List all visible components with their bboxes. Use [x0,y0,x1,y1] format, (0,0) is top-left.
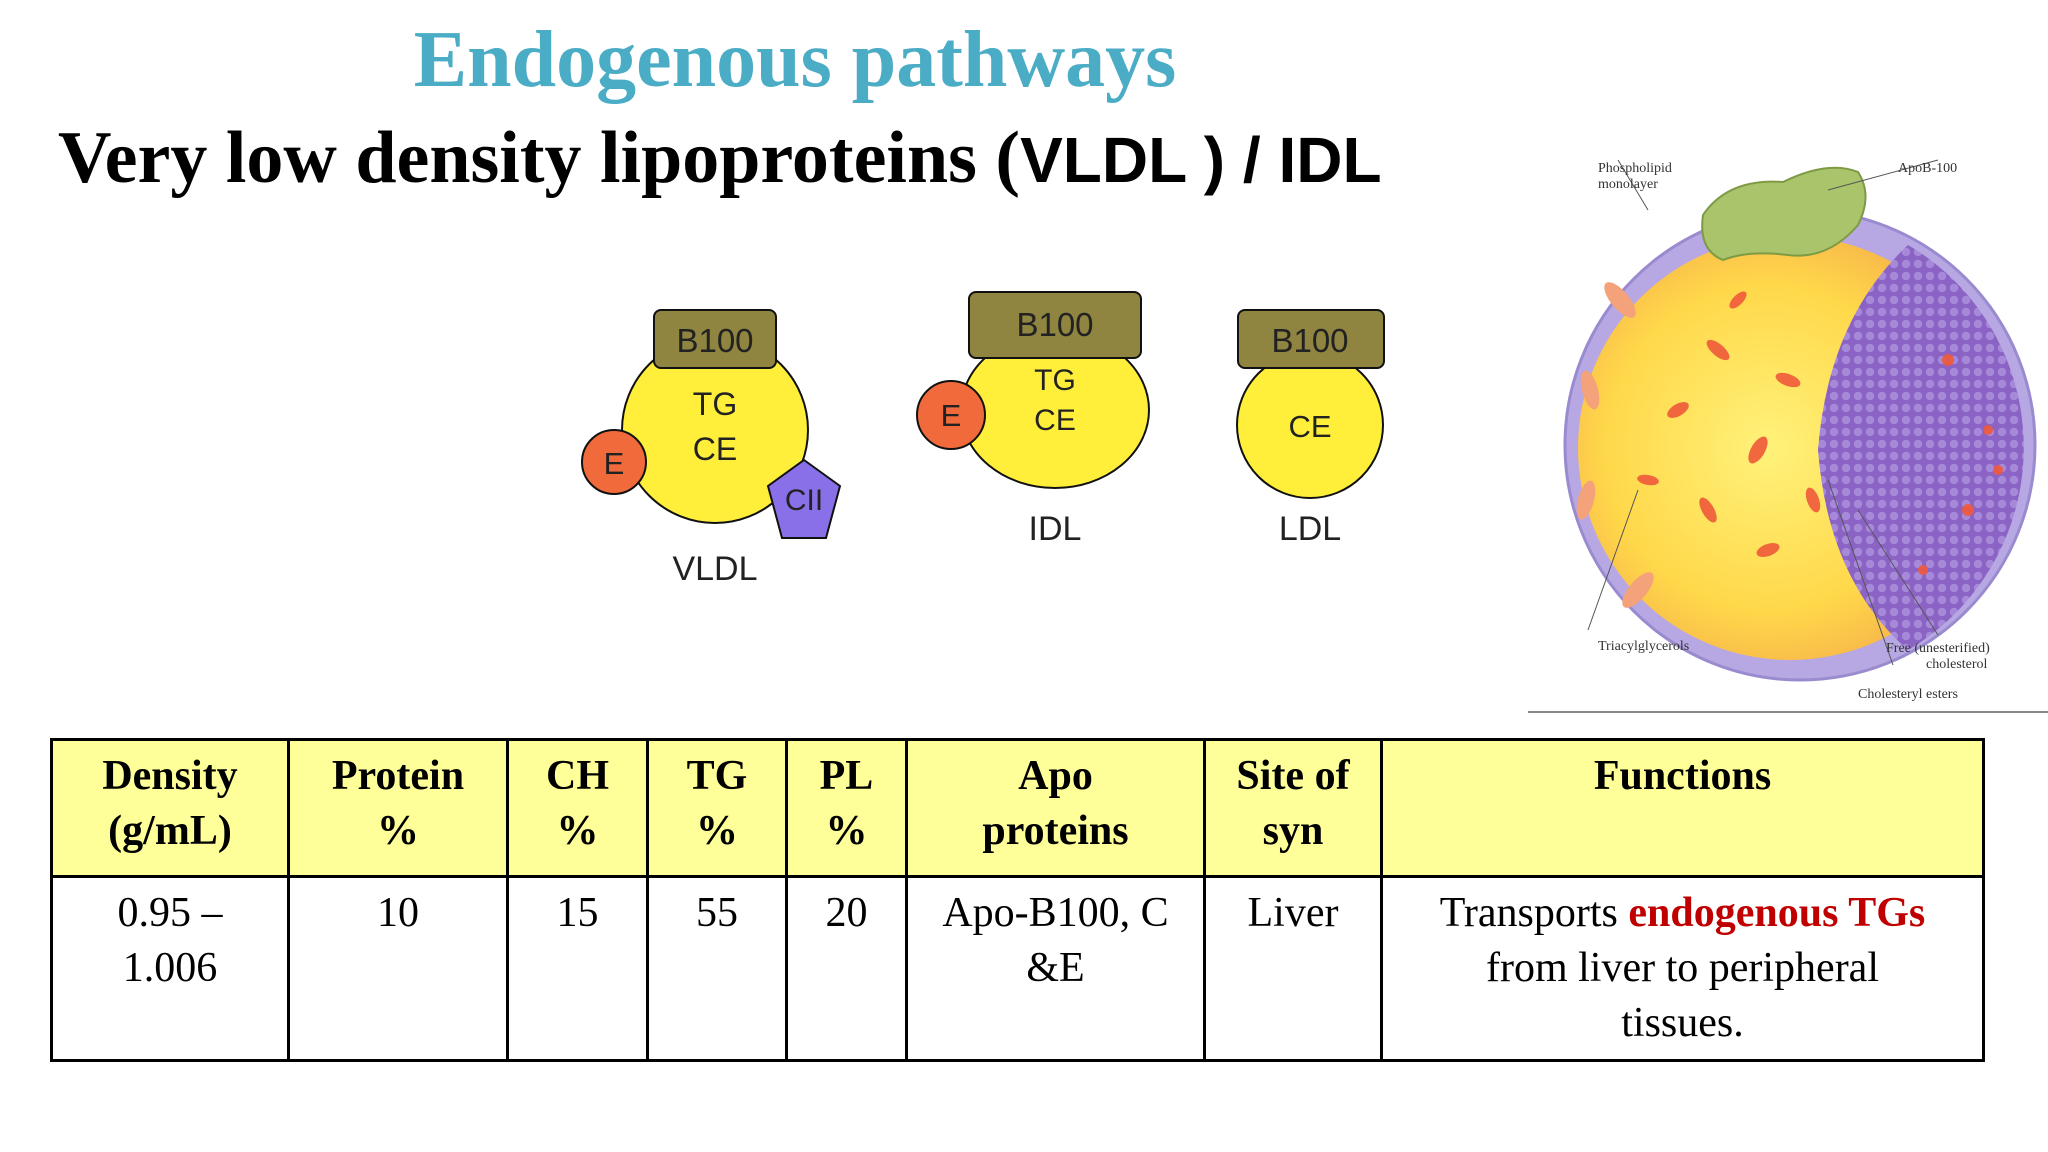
vldl-properties-table: Density (g/mL) Protein% CH% TG% PL% Apo pr… [50,738,1985,1062]
cell-protein: 10 [287,875,509,1062]
idl-name: IDL [1029,510,1082,548]
lipoprotein-diagram: B100 TG CE E CII VLDL B100 TG CE E IDL B… [581,291,1385,588]
label-free: Free (unesterified) [1886,641,1990,656]
cell-tg: 55 [646,875,788,1062]
cell-apo-proteins: Apo-B100, C &E [905,875,1206,1062]
label-monolayer: monolayer [1598,177,1658,192]
vldl-cii-label: CII [785,484,823,517]
cell-ch: 15 [506,875,649,1062]
header-protein: Protein% [287,738,509,878]
cell-density: 0.95 –1.006 [50,875,290,1062]
header-tg: TG% [646,738,788,878]
label-triacylglycerols: Triacylglycerols [1598,639,1689,654]
vldl-core-ce: CE [693,431,737,467]
highlight-endogenous-tgs: endogenous TGs [1628,890,1926,936]
idl-particle: B100 TG CE E IDL [916,291,1150,548]
idl-core-ce: CE [1034,404,1076,437]
vldl-core-tg: TG [693,386,737,422]
ldl-particle: B100 CE LDL [1236,309,1385,548]
label-cholesterol: cholesterol [1926,657,1988,672]
vldl-name: VLDL [672,550,757,588]
table-header-row: Density (g/mL) Protein% CH% TG% PL% Apo pr… [50,738,1985,878]
idl-b100-label: B100 [1016,306,1093,343]
cell-site: Liver [1203,875,1383,1062]
slide-title: Endogenous pathways [413,16,1177,104]
header-functions: Functions [1380,738,1985,878]
header-pl: PL% [785,738,908,878]
ldl-b100-label: B100 [1271,322,1348,359]
table-row: 0.95 –1.006 10 15 55 20 Apo-B100, C &E Li… [50,875,1985,1062]
ldl-name: LDL [1279,510,1341,548]
cell-functions: Transports endogenous TGs from liver to p… [1380,875,1985,1062]
label-phospholipid: Phospholipid [1598,161,1672,176]
idl-core-tg: TG [1034,364,1076,397]
vldl-particle: B100 TG CE E CII VLDL [581,309,842,588]
idl-e-label: E [941,398,962,433]
header-site-of-syn: Site of syn [1203,738,1383,878]
label-cholesteryl-esters: Cholesteryl esters [1858,687,1958,702]
vldl-e-label: E [604,446,625,481]
slide-subtitle: Very low density lipoproteins (VLDL ) / … [58,117,1382,199]
vldl-b100-label: B100 [676,322,753,359]
lipoprotein-structure-illustration: Phospholipid monolayer ApoB-100 Triacylg… [1528,150,2048,715]
header-ch: CH% [506,738,649,878]
header-apo-proteins: Apo proteins [905,738,1206,878]
label-apob: ApoB-100 [1898,161,1957,176]
header-density: Density (g/mL) [50,738,290,878]
cell-pl: 20 [785,875,908,1062]
ldl-core-ce: CE [1288,409,1331,444]
